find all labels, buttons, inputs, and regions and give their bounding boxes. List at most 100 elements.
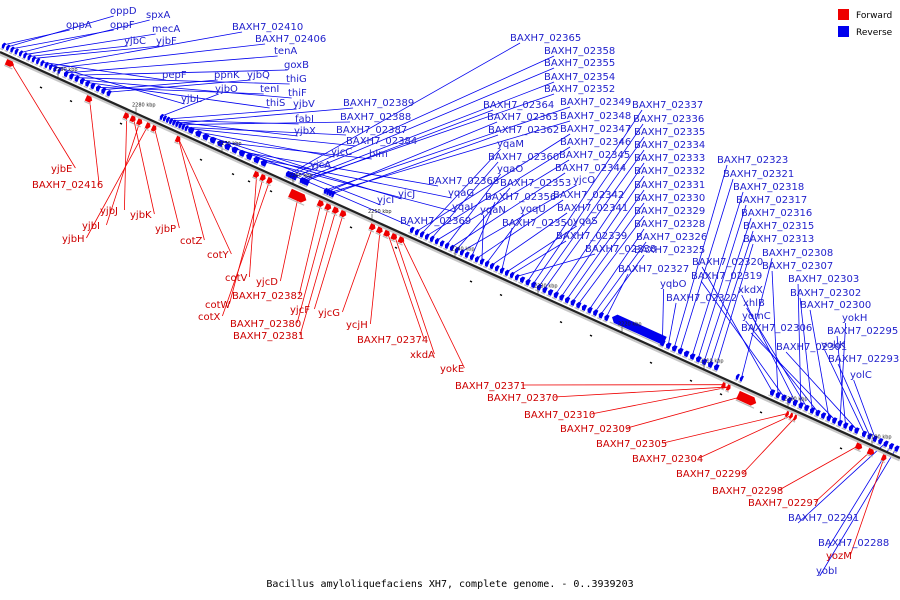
legend-reverse-swatch [838, 26, 849, 37]
label-connector [177, 107, 354, 124]
reverse-gene-label: yjbQ [247, 70, 270, 81]
label-connector [626, 394, 749, 429]
label-connector [289, 42, 521, 175]
forward-gene-label: cotZ [180, 236, 203, 247]
reverse-gene-label: BAXH7_02300 [800, 300, 871, 311]
forward-gene [287, 188, 307, 206]
label-connector [296, 205, 330, 324]
label-connector [461, 184, 577, 252]
reverse-gene [852, 427, 860, 436]
forward-gene [338, 209, 347, 220]
legend: Forward Reverse [838, 9, 893, 38]
reverse-gene-label: BAXH7_02352 [544, 84, 615, 95]
reverse-gene-label: yqaS [573, 216, 598, 227]
label-connector [190, 128, 357, 147]
reverse-gene-label: BAXH7_02334 [634, 140, 705, 151]
reverse-gene [413, 228, 420, 237]
reverse-gene [664, 342, 672, 351]
reverse-gene-label: BAXH7_02308 [762, 248, 833, 259]
reverse-gene [251, 156, 261, 166]
reverse-gene-label: BAXH7_02330 [634, 193, 705, 204]
label-connector [86, 124, 149, 239]
reverse-gene [0, 42, 7, 51]
reverse-gene [574, 301, 582, 310]
label-connector [561, 175, 645, 297]
reverse-gene [438, 240, 445, 249]
reverse-gene [694, 355, 702, 365]
label-connector [222, 179, 271, 317]
reverse-gene [682, 350, 690, 359]
label-connector [161, 93, 219, 117]
label-connector [198, 131, 335, 158]
reverse-gene-label: BAXH7_02355 [544, 58, 615, 69]
reverse-gene [551, 291, 560, 300]
label-connector [29, 45, 128, 57]
reverse-gene-label: BAXH7_02384 [346, 136, 417, 147]
label-connector [533, 123, 644, 284]
label-connector [572, 202, 645, 302]
label-connector [538, 136, 645, 287]
reverse-gene-label: BAXH7_02342 [553, 190, 624, 201]
reverse-gene [207, 136, 217, 146]
label-connector [741, 257, 773, 378]
reverse-gene [488, 262, 495, 271]
label-connector [280, 192, 300, 282]
reverse-gene-label: yqaG [448, 188, 474, 199]
reverse-gene [237, 149, 246, 159]
reverse-gene [846, 424, 855, 433]
label-connector [325, 106, 571, 191]
forward-gene-label: BAXH7_02374 [357, 335, 428, 346]
reverse-gene [658, 339, 666, 348]
reverse-gene-label: BAXH7_02291 [788, 513, 859, 524]
label-connector [154, 127, 180, 229]
reverse-gene [21, 52, 28, 61]
backbone-shadow [0, 51, 900, 462]
reverse-gene-label: BAXH7_02338 [585, 244, 656, 255]
reverse-gene-label: BAXH7_02322 [666, 293, 737, 304]
label-connector [554, 386, 729, 398]
label-connector [186, 127, 347, 136]
label-connector [66, 55, 278, 74]
reverse-gene [790, 399, 799, 408]
reverse-gene-label: yqaN [480, 205, 506, 216]
reverse-gene-label: tenI [260, 84, 279, 95]
label-connector [544, 149, 645, 289]
label-connector [416, 133, 571, 232]
reverse-gene-label: BAXH7_02319 [691, 271, 762, 282]
reverse-gene-label: BAXH7_02335 [634, 127, 705, 138]
reverse-gene [88, 82, 96, 91]
reverse-gene-label: BAXH7_02288 [818, 538, 889, 549]
forward-gene [258, 173, 266, 184]
label-connector [178, 138, 205, 241]
forward-gene-label: BAXH7_02297 [748, 498, 819, 509]
label-connector [421, 148, 501, 234]
short-orf [839, 447, 843, 450]
forward-gene-label: cotV [225, 273, 248, 284]
label-connector [314, 212, 345, 310]
legend-forward-swatch [838, 9, 849, 20]
reverse-gene [200, 133, 210, 143]
reverse-gene-label: yjcJ [398, 189, 415, 200]
forward-gene [316, 199, 324, 210]
reverse-gene [423, 233, 430, 242]
reverse-gene [244, 153, 253, 162]
reverse-gene [865, 433, 873, 442]
reverse-gene [258, 159, 268, 169]
forward-gene-label: BAXH7_02299 [676, 469, 747, 480]
forward-gene [382, 229, 390, 240]
reverse-gene-label: BAXH7_02389 [343, 98, 414, 109]
reverse-gene [30, 56, 37, 64]
label-connector [663, 413, 788, 444]
label-connector [698, 415, 792, 459]
label-connector [227, 144, 381, 206]
label-connector [7, 15, 114, 48]
forward-gene [128, 115, 136, 125]
reverse-gene-label: BAXH7_02353 [500, 178, 571, 189]
label-connector [431, 161, 499, 239]
label-connector [827, 444, 892, 549]
reverse-gene [830, 417, 838, 426]
reverse-gene [768, 389, 776, 398]
reverse-gene [813, 409, 821, 418]
reverse-gene [47, 63, 54, 72]
label-connector [71, 69, 288, 76]
